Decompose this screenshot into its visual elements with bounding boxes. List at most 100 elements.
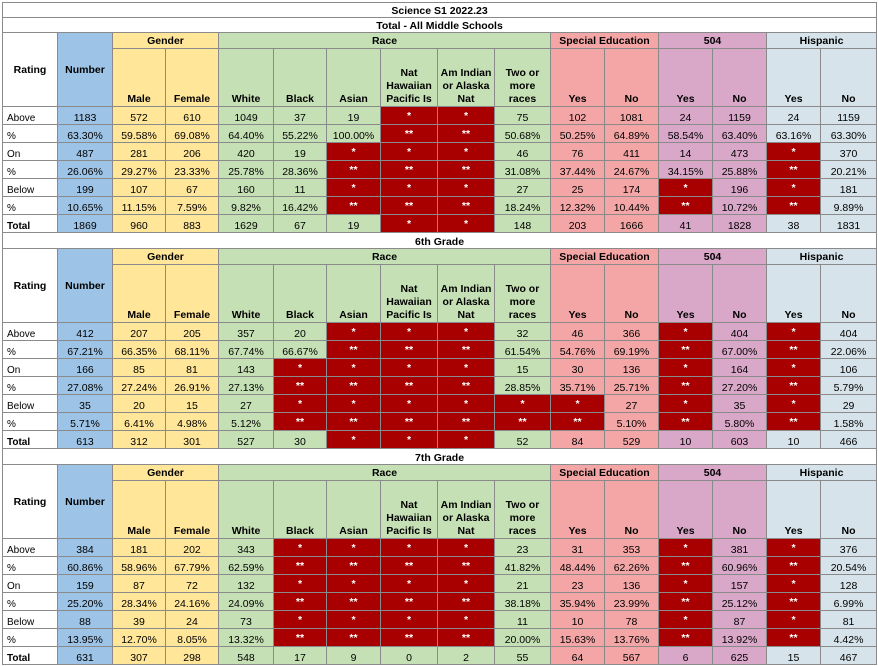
data-cell: 100.00% bbox=[326, 124, 381, 143]
data-cell: 28.36% bbox=[273, 160, 327, 179]
suppressed-cell: * bbox=[766, 358, 821, 377]
header-gender: Gender bbox=[112, 464, 219, 481]
data-cell: 35 bbox=[57, 394, 113, 413]
suppressed-cell: * bbox=[658, 574, 713, 593]
row-label: Below bbox=[2, 394, 58, 413]
data-cell: 6.41% bbox=[112, 412, 166, 431]
header-hisp: Hispanic bbox=[765, 32, 878, 49]
data-cell: 27 bbox=[494, 178, 551, 197]
data-cell: 1081 bbox=[604, 106, 659, 125]
subheader-cell: No bbox=[819, 48, 878, 107]
data-cell: 166 bbox=[57, 358, 113, 377]
suppressed-cell: ** bbox=[437, 340, 495, 359]
data-cell: 960 bbox=[112, 214, 166, 233]
row-label: Below bbox=[2, 610, 58, 629]
data-cell: 24.16% bbox=[165, 592, 219, 611]
data-cell: 20.54% bbox=[819, 556, 878, 575]
suppressed-cell: * bbox=[437, 538, 495, 557]
data-cell: 29 bbox=[819, 394, 878, 413]
header-s504: 504 bbox=[658, 464, 767, 481]
data-cell: 1.58% bbox=[819, 412, 878, 431]
suppressed-cell: * bbox=[658, 178, 713, 197]
subheader-cell: Am Indian or Alaska Nat bbox=[437, 48, 495, 107]
suppressed-cell: ** bbox=[380, 412, 438, 431]
suppressed-cell: ** bbox=[766, 196, 821, 215]
data-cell: 28.34% bbox=[112, 592, 166, 611]
data-cell: 39 bbox=[112, 610, 166, 629]
data-cell: 25.12% bbox=[712, 592, 767, 611]
data-cell: 625 bbox=[712, 646, 767, 665]
suppressed-cell: * bbox=[380, 178, 438, 197]
suppressed-cell: * bbox=[380, 214, 438, 233]
suppressed-cell: * bbox=[326, 394, 381, 413]
data-cell: 206 bbox=[165, 142, 219, 161]
subheader-cell: Asian bbox=[326, 264, 381, 323]
data-cell: 55.22% bbox=[273, 124, 327, 143]
suppressed-cell: ** bbox=[437, 376, 495, 395]
data-cell: 67.00% bbox=[712, 340, 767, 359]
data-cell: 52 bbox=[494, 430, 551, 449]
suppressed-cell: ** bbox=[273, 412, 327, 431]
subheader-cell: Nat Hawaiian Pacific Is bbox=[380, 264, 438, 323]
sub-header-row: Male Female White Black Asian Nat Hawaiian Pa… bbox=[3, 264, 878, 323]
data-cell: 404 bbox=[712, 322, 767, 341]
data-cell: 370 bbox=[819, 142, 878, 161]
data-cell: 68.11% bbox=[165, 340, 219, 359]
suppressed-cell: * bbox=[380, 142, 438, 161]
table-row: Below 35 20 15 27 * * * * * * 27 * 35 * 29 bbox=[2, 394, 878, 413]
header-sped: Special Education bbox=[550, 248, 659, 265]
subheader-cell: Two or more races bbox=[494, 480, 551, 539]
data-cell: 34.15% bbox=[658, 160, 713, 179]
data-cell: 38 bbox=[766, 214, 821, 233]
data-cell: 106 bbox=[819, 358, 878, 377]
data-cell: 23.99% bbox=[604, 592, 659, 611]
data-cell: 66.67% bbox=[273, 340, 327, 359]
data-cell: 67.74% bbox=[218, 340, 274, 359]
suppressed-cell: * bbox=[766, 538, 821, 557]
data-cell: 160 bbox=[218, 178, 274, 197]
row-label: % bbox=[2, 160, 58, 179]
data-cell: 11 bbox=[273, 178, 327, 197]
data-cell: 527 bbox=[218, 430, 274, 449]
data-cell: 29.27% bbox=[112, 160, 166, 179]
data-cell: 25.71% bbox=[604, 376, 659, 395]
data-cell: 404 bbox=[819, 322, 878, 341]
data-cell: 19 bbox=[273, 142, 327, 161]
data-cell: 164 bbox=[712, 358, 767, 377]
data-cell: 610 bbox=[165, 106, 219, 125]
data-cell: 9.89% bbox=[819, 196, 878, 215]
data-cell: 64.40% bbox=[218, 124, 274, 143]
subheader-cell: No bbox=[819, 480, 878, 539]
data-cell: 27.13% bbox=[218, 376, 274, 395]
data-cell: 9.82% bbox=[218, 196, 274, 215]
suppressed-cell: ** bbox=[326, 628, 381, 647]
data-cell: 35.94% bbox=[550, 592, 605, 611]
data-cell: 27 bbox=[218, 394, 274, 413]
suppressed-cell: * bbox=[437, 358, 495, 377]
data-cell: 25.88% bbox=[712, 160, 767, 179]
data-cell: 136 bbox=[604, 574, 659, 593]
suppressed-cell: ** bbox=[766, 412, 821, 431]
data-cell: 473 bbox=[712, 142, 767, 161]
suppressed-cell: * bbox=[437, 610, 495, 629]
row-label: On bbox=[2, 142, 58, 161]
suppressed-cell: ** bbox=[658, 376, 713, 395]
grade-title: 7th Grade bbox=[1, 448, 878, 465]
data-cell: 35.71% bbox=[550, 376, 605, 395]
row-label: % bbox=[2, 124, 58, 143]
suppressed-cell: ** bbox=[494, 412, 551, 431]
sub-header-row: Male Female White Black Asian Nat Hawaiian Pa… bbox=[3, 480, 878, 539]
data-cell: 63.40% bbox=[712, 124, 767, 143]
suppressed-cell: * bbox=[766, 142, 821, 161]
table-row: On 159 87 72 132 * * * * 21 23 136 * 157 * 128 bbox=[2, 574, 878, 593]
data-cell: 13.95% bbox=[57, 628, 113, 647]
subheader-cell: No bbox=[604, 48, 659, 107]
data-cell: 0 bbox=[380, 646, 438, 665]
data-cell: 27.24% bbox=[112, 376, 166, 395]
suppressed-cell: * bbox=[766, 322, 821, 341]
suppressed-cell: * bbox=[437, 178, 495, 197]
subheader-cell: Yes bbox=[766, 48, 821, 107]
suppressed-cell: ** bbox=[380, 376, 438, 395]
data-cell: 27.08% bbox=[57, 376, 113, 395]
data-cell: 20 bbox=[273, 322, 327, 341]
